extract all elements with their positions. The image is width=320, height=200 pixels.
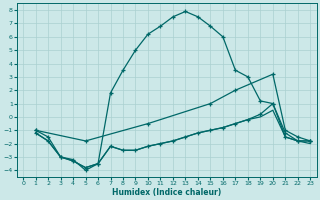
X-axis label: Humidex (Indice chaleur): Humidex (Indice chaleur) <box>112 188 221 197</box>
